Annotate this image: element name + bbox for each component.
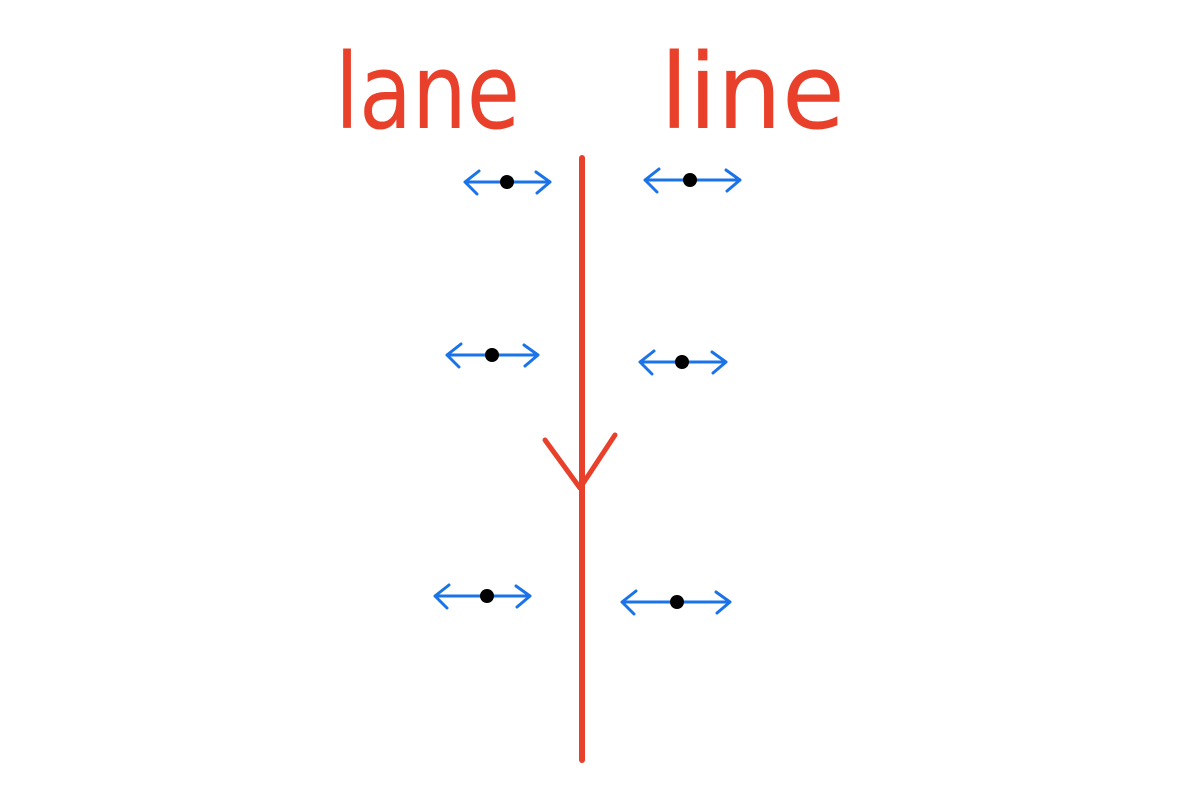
- right-label: line: [660, 31, 845, 153]
- point-dot: [675, 355, 689, 369]
- point-dot: [683, 173, 697, 187]
- point-dot: [485, 348, 499, 362]
- point-dot: [670, 595, 684, 609]
- point-dot: [500, 175, 514, 189]
- arrow-group: [433, 167, 742, 616]
- point-dot: [480, 589, 494, 603]
- left-label: lane: [335, 31, 520, 153]
- direction-chevron: [542, 432, 618, 491]
